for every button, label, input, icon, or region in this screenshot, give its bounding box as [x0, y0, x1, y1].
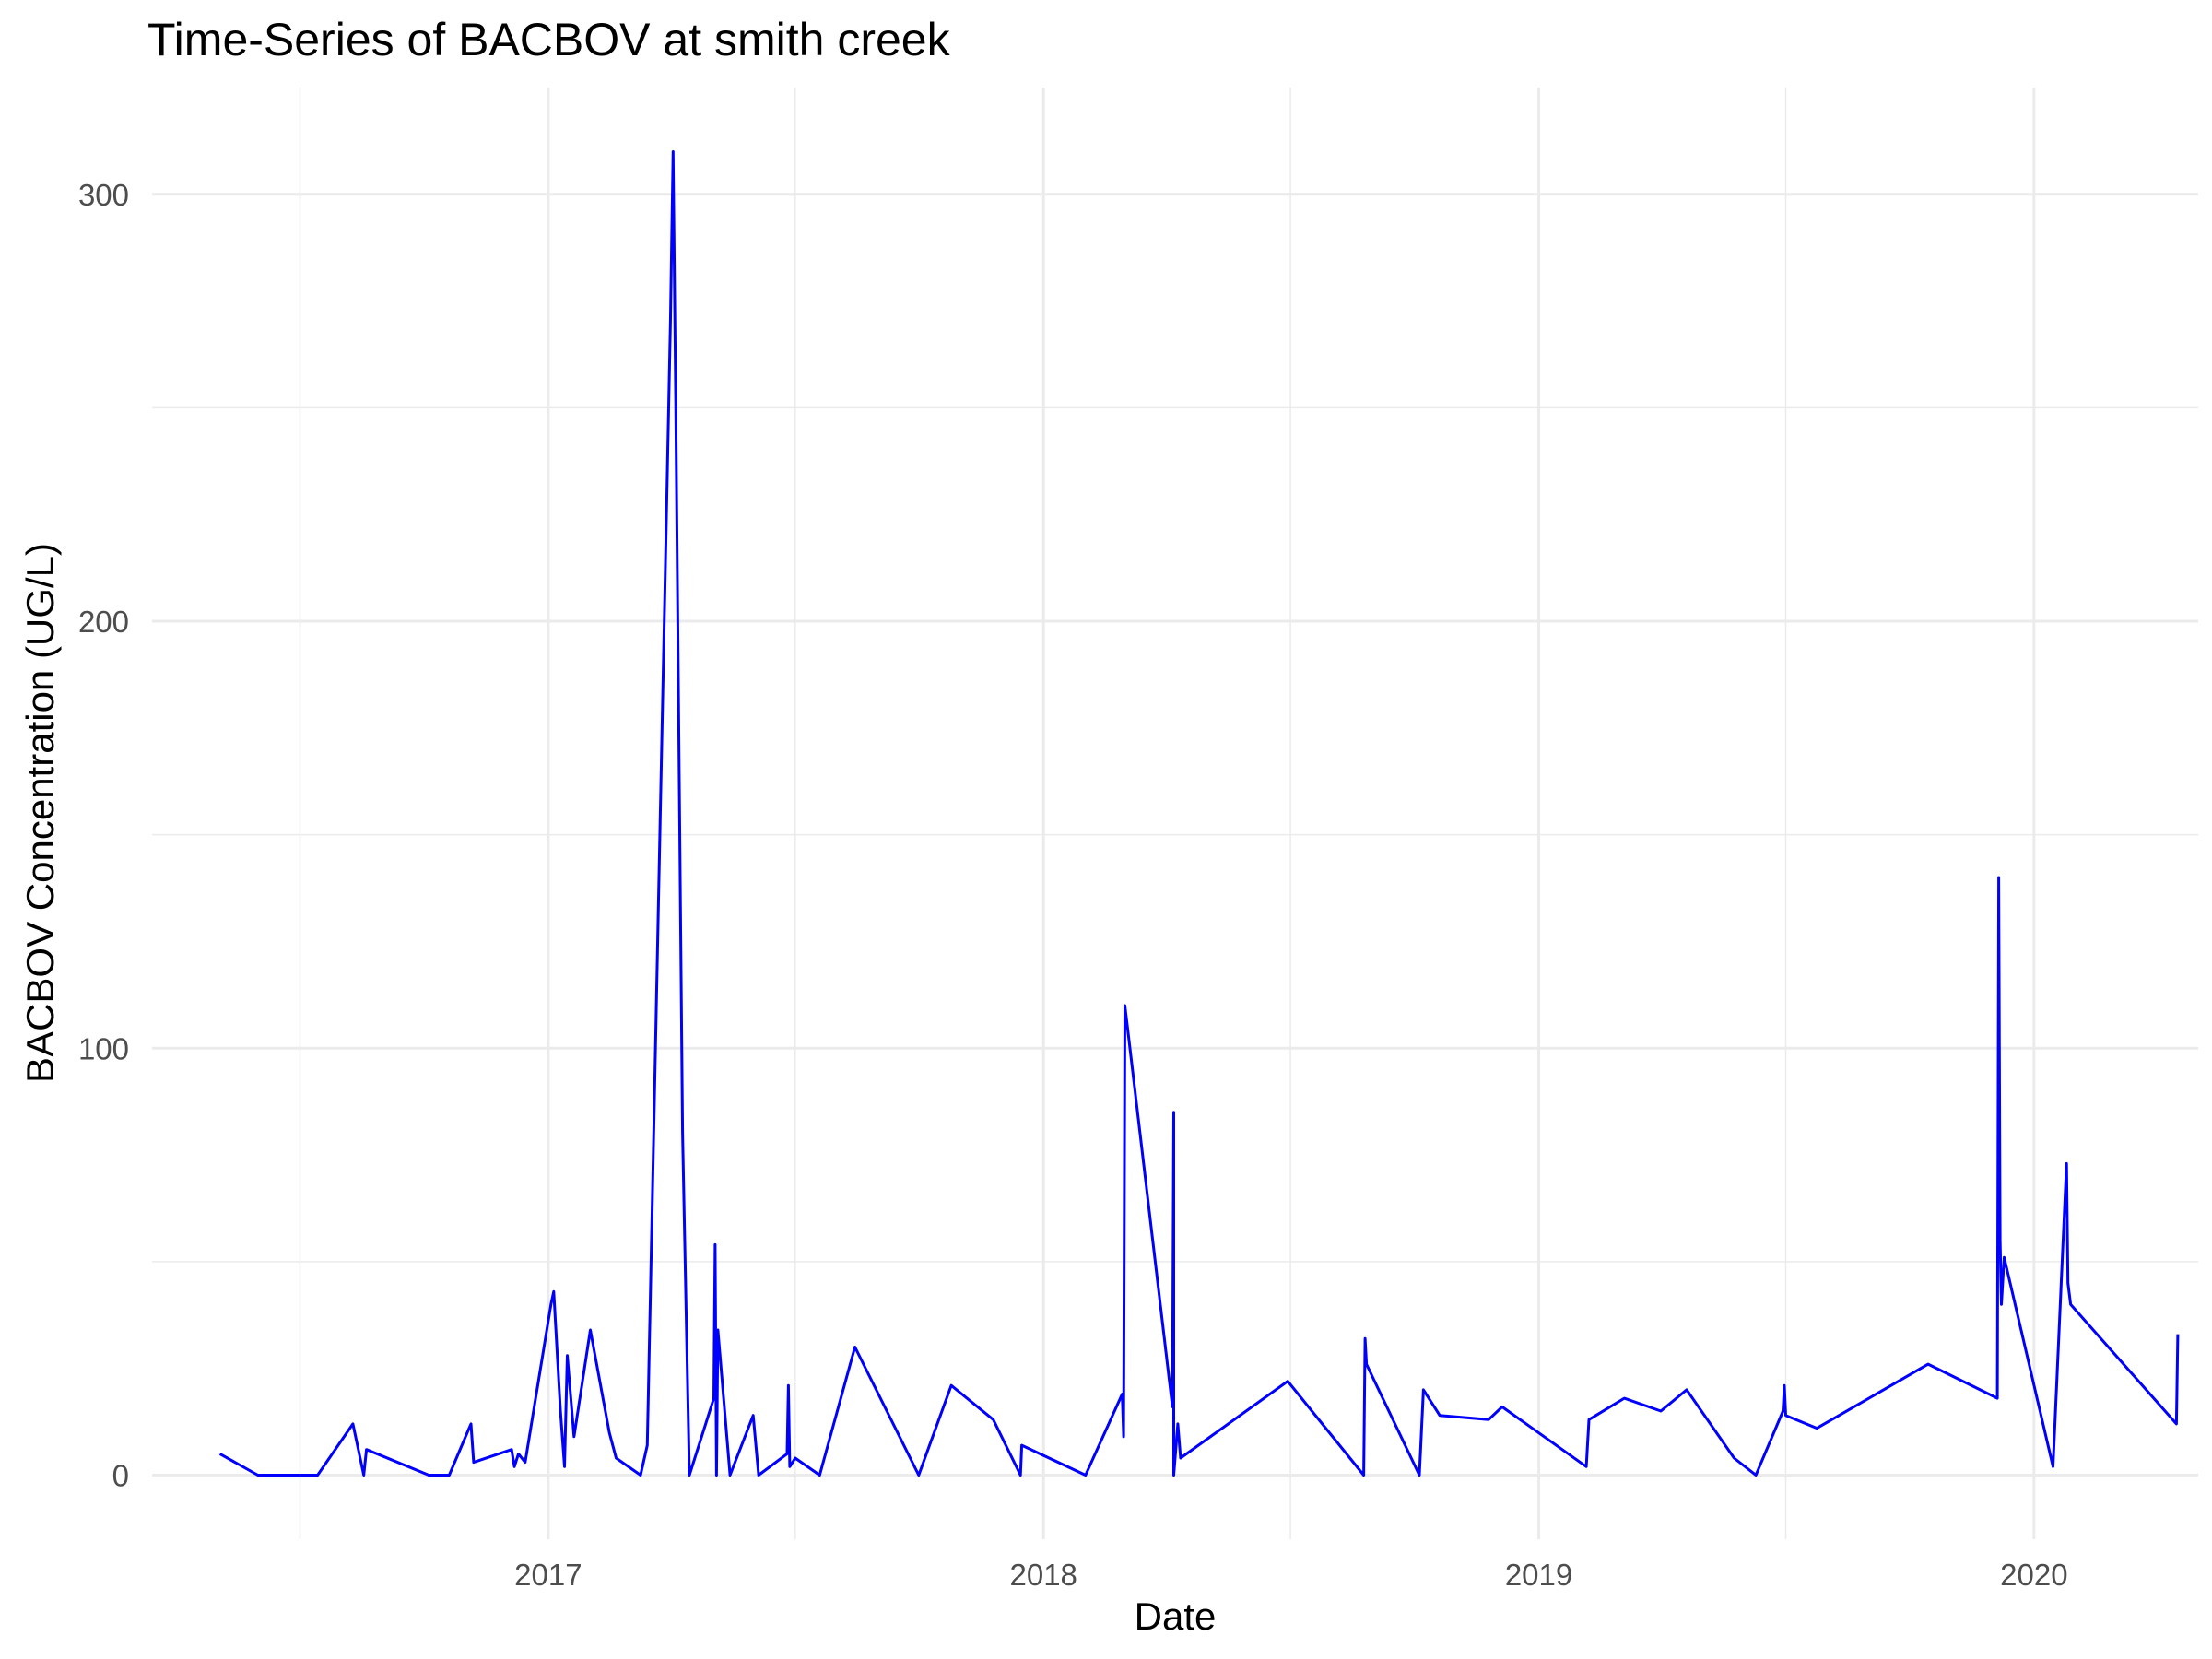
x-tick-labels: 2017 2018 2019 2020: [514, 1558, 2067, 1592]
x-tick-label: 2018: [1009, 1558, 1077, 1592]
y-tick-label: 300: [78, 178, 129, 212]
y-tick-label: 0: [112, 1459, 129, 1493]
y-tick-label: 200: [78, 605, 129, 639]
chart-title: Time-Series of BACBOV at smith creek: [147, 14, 950, 65]
y-tick-labels: 0 100 200 300: [78, 178, 129, 1493]
y-tick-label: 100: [78, 1031, 129, 1065]
x-tick-label: 2017: [514, 1558, 582, 1592]
y-axis-title: BACBOV Concentration (UG/L): [18, 543, 62, 1083]
series-layer: [218, 150, 2180, 1477]
x-axis-title: Date: [1135, 1594, 1217, 1638]
x-tick-label: 2020: [2000, 1558, 2067, 1592]
x-tick-label: 2019: [1505, 1558, 1572, 1592]
series-line: [218, 150, 2180, 1477]
grid-lines: [152, 88, 2198, 1539]
